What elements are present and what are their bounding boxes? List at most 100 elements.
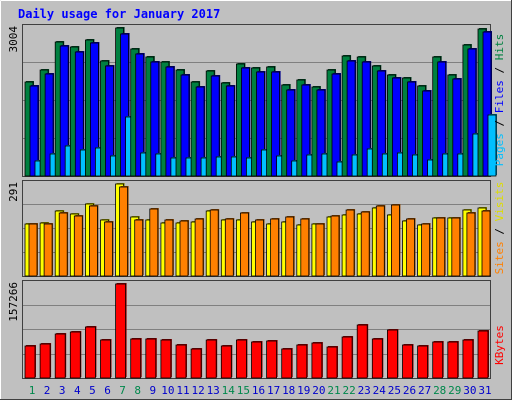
bar-files [135,53,145,177]
bar-sites [421,223,431,277]
x-tick-label: 24 [373,384,387,397]
bar-sites [224,218,234,277]
x-tick-label: 21 [327,384,340,397]
bar-kbytes [130,338,142,379]
bar-kbytes [39,343,51,379]
x-tick-label: 14 [222,384,236,397]
bar-files [59,45,69,177]
x-tick-label: 1 [29,384,36,397]
bar-kbytes [251,341,262,379]
bar-files [467,48,477,177]
bar-files [361,61,371,177]
bar-kbytes [281,348,293,379]
legend-sites: Sites [493,241,506,274]
bar-sites [300,218,310,277]
legend-separator: / [493,113,506,133]
bar-kbytes [100,339,111,379]
x-tick-label: 19 [297,384,310,397]
y-tick-label: 3004 [7,26,20,53]
x-tick-label: 17 [267,384,280,397]
bar-kbytes [296,344,308,379]
bar-sites [406,218,415,277]
legend-visits: Visits [493,182,506,222]
panel-top: 3004 [7,24,497,177]
bar-sites [194,218,204,277]
bar-sites [43,223,53,277]
bar-files [407,81,416,177]
bar-sites [270,218,280,277]
bar-kbytes [205,339,217,379]
bar-kbytes [402,344,413,379]
bar-files [195,86,205,177]
x-tick-label: 12 [191,384,204,397]
bar-kbytes [386,329,398,379]
legend-pages: Pages [493,133,506,166]
bar-sites [134,219,144,277]
bar-kbytes [447,341,459,379]
bar-files [150,61,160,177]
bar-sites [28,223,38,277]
legend-middle: Sites / Visits [493,182,506,275]
bar-files [331,73,341,177]
x-tick-label: 16 [252,384,265,397]
bar-kbytes [115,283,126,379]
bar-kbytes [69,331,81,379]
bar-kbytes [160,339,172,379]
bar-files [240,67,250,177]
bar-files [437,61,447,177]
bar-sites [481,210,491,277]
bar-sites [315,223,325,277]
bar-files [105,65,114,177]
bar-files [90,42,99,177]
bar-sites [255,219,264,277]
legend-hits: Hits [493,34,506,61]
x-tick-label: 28 [433,384,446,397]
bar-kbytes [85,326,96,379]
bar-kbytes [266,340,278,379]
bar-sites [104,221,113,277]
x-tick-label: 27 [418,384,431,397]
x-tick-label: 5 [89,384,96,397]
panel-bottom: 157266 [7,280,491,379]
x-tick-label: 31 [478,384,491,397]
legend-separator: / [493,60,506,80]
bar-kbytes [417,345,429,379]
bar-files [29,85,39,177]
bar-sites [360,211,370,277]
bar-sites [451,217,461,277]
x-tick-label: 11 [176,384,189,397]
bar-files [271,71,281,177]
bar-kbytes [341,336,353,379]
x-tick-label: 10 [161,384,174,397]
x-tick-label: 26 [403,384,416,397]
bar-pages [487,114,497,177]
bar-kbytes [220,345,232,379]
x-tick-label: 4 [74,384,81,397]
bar-sites [285,216,295,277]
bar-files [120,33,129,177]
bar-sites [89,205,98,277]
bar-files [452,78,462,177]
bar-sites [149,208,159,277]
x-tick-label: 13 [207,384,220,397]
x-tick-label: 6 [104,384,111,397]
bar-files [44,73,54,177]
bar-sites [119,186,128,277]
bar-sites [164,219,174,277]
bar-files [165,66,175,177]
legend-bottom: KBytes [493,325,506,365]
bar-kbytes [462,339,474,379]
x-tick-label: 18 [282,384,295,397]
bar-kbytes [432,341,444,379]
bar-files [74,51,84,177]
bar-kbytes [145,338,157,379]
bar-sites [436,217,446,277]
bar-files [391,77,401,177]
x-tick-label: 9 [149,384,156,397]
x-tick-label: 7 [119,384,126,397]
bar-sites [58,212,68,277]
bar-kbytes [54,333,66,379]
bar-kbytes [235,339,247,379]
bar-files [286,89,296,177]
